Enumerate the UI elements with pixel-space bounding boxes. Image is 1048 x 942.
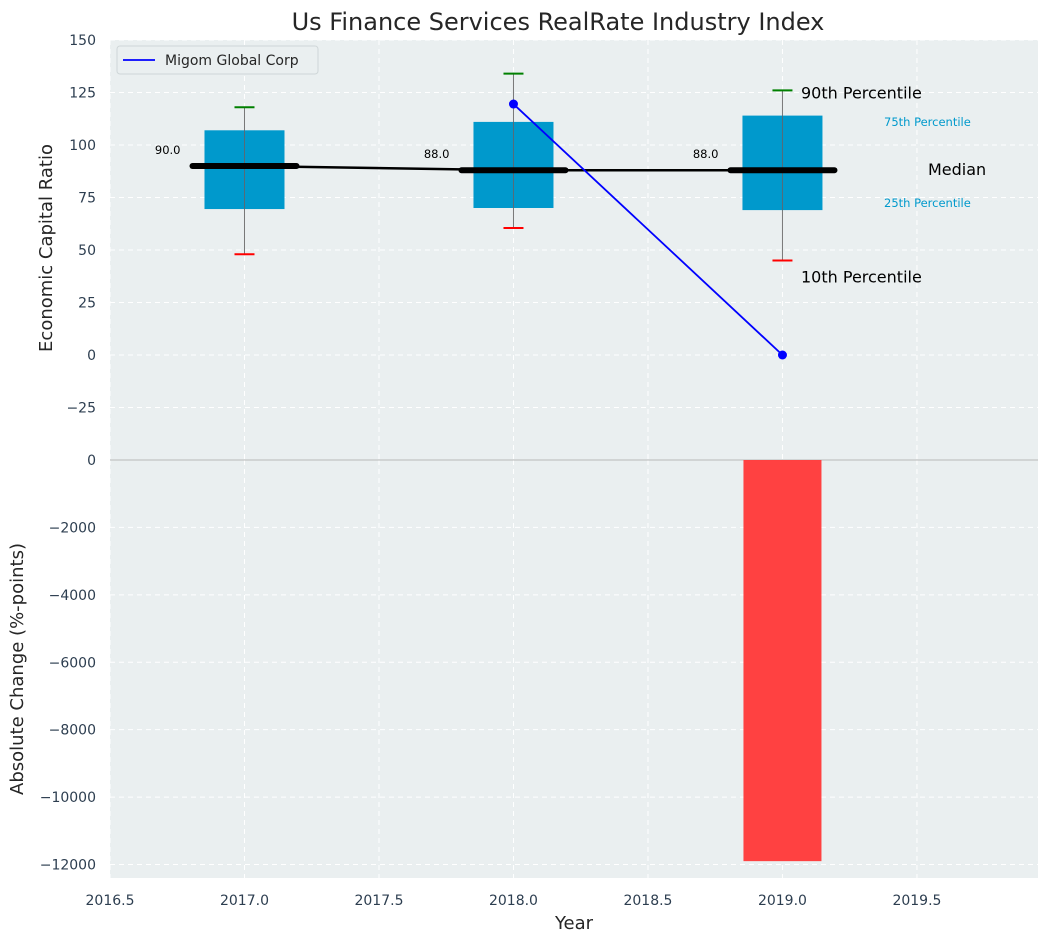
annotation-p25: 25th Percentile <box>884 196 971 210</box>
bottom-y-tick-label: −2000 <box>49 520 96 536</box>
x-tick-label: 2018.5 <box>623 893 672 909</box>
company-series-point <box>508 99 518 109</box>
bottom-y-tick-label: −4000 <box>49 588 96 604</box>
bottom-y-tick-label: −8000 <box>49 723 96 739</box>
legend-label: Migom Global Corp <box>165 53 299 69</box>
top-y-tick-label: 100 <box>69 138 96 154</box>
annotation-p10: 10th Percentile <box>801 268 922 287</box>
chart-title: Us Finance Services RealRate Industry In… <box>292 8 825 36</box>
legend-box <box>116 45 319 75</box>
annotation-p90: 90th Percentile <box>801 83 922 102</box>
x-tick-label: 2019.0 <box>758 893 807 909</box>
top-y-tick-label: 125 <box>69 86 96 102</box>
bottom-y-tick-label: 0 <box>87 453 96 469</box>
change-bar <box>743 460 822 862</box>
x-tick-label: 2017.0 <box>220 893 269 909</box>
top-y-tick-label: 25 <box>78 296 96 312</box>
bottom-y-axis-label: Absolute Change (%-points) <box>7 543 28 795</box>
company-series-line <box>512 103 784 356</box>
x-axis-label: Year <box>554 913 594 934</box>
x-tick-label: 2019.5 <box>892 893 941 909</box>
bottom-y-tick-label: −6000 <box>49 655 96 671</box>
bottom-y-tick-label: −12000 <box>40 858 96 874</box>
median-value-label: 88.0 <box>693 147 719 161</box>
top-y-tick-label: 0 <box>87 348 96 364</box>
top-y-tick-label: 150 <box>69 33 96 49</box>
bottom-panel-background <box>110 460 1038 878</box>
x-tick-label: 2018.0 <box>489 893 538 909</box>
median-value-label: 88.0 <box>424 147 450 161</box>
annotation-p75: 75th Percentile <box>884 115 971 129</box>
top-y-tick-label: 75 <box>78 191 96 207</box>
bottom-y-tick-label: −10000 <box>40 790 96 806</box>
company-series-point <box>777 350 787 360</box>
top-y-tick-label: 50 <box>78 243 96 259</box>
x-tick-label: 2017.5 <box>354 893 403 909</box>
top-y-tick-label: −25 <box>66 401 96 417</box>
top-y-axis-label: Economic Capital Ratio <box>36 144 57 352</box>
x-tick-label: 2016.5 <box>86 893 135 909</box>
median-value-label: 90.0 <box>155 143 181 157</box>
annotation-median: Median <box>928 160 986 179</box>
